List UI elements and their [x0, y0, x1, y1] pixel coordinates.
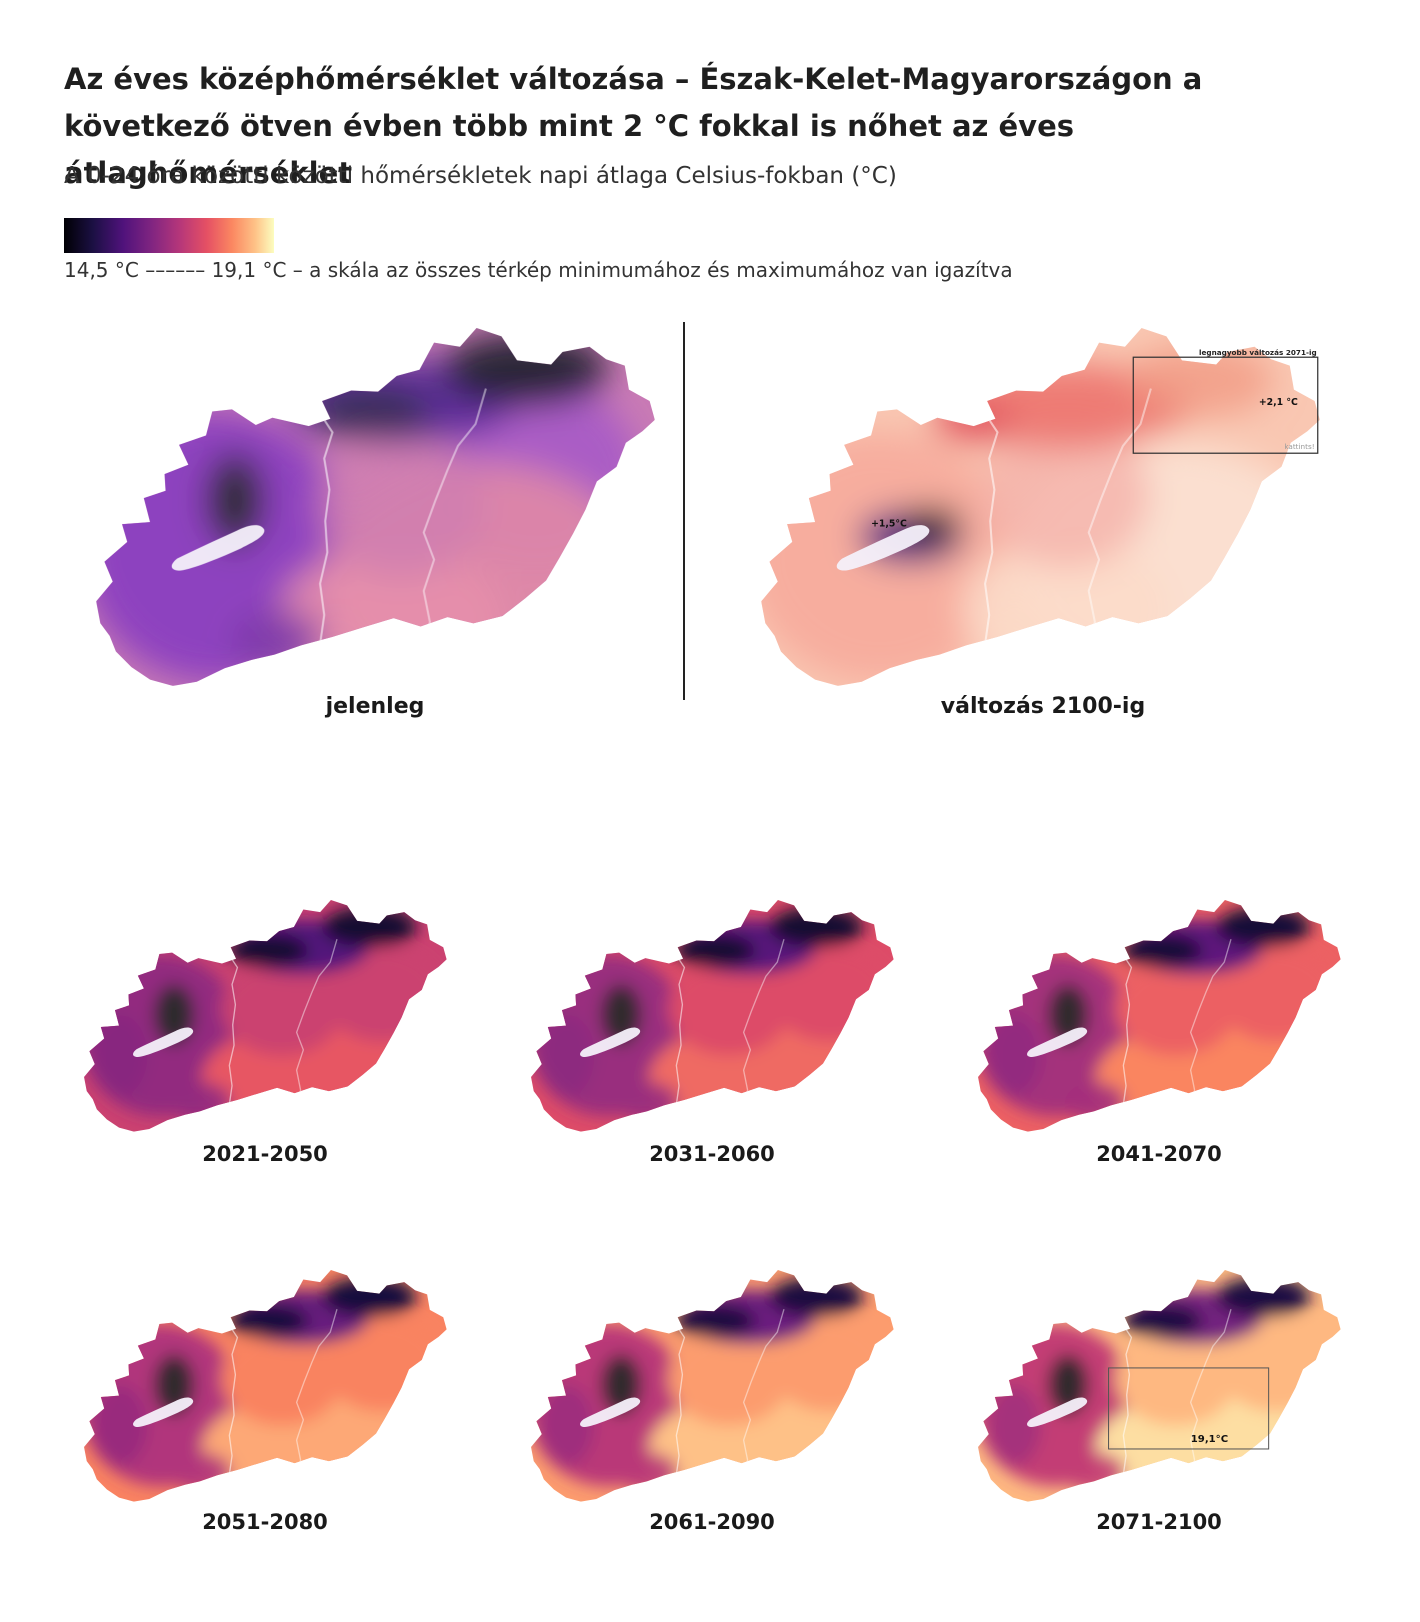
- map-period-2061-2090[interactable]: [527, 1270, 897, 1503]
- map-period-label: 2041-2070: [1096, 1142, 1222, 1166]
- max-change-title: legnagyobb változás 2071-ig: [1199, 348, 1317, 357]
- max-change-box[interactable]: legnagyobb változás 2071-ig +2,1 °C kattin…: [1132, 348, 1319, 454]
- divider-line: [683, 322, 685, 700]
- max-temp-box[interactable]: 19,1°C: [1108, 1367, 1270, 1450]
- map-current[interactable]: [90, 328, 660, 688]
- map-change-label: változás 2100-ig: [940, 694, 1146, 719]
- click-hint: kattints!: [1284, 442, 1314, 451]
- map-change[interactable]: +1,5°C legnagyobb változás 2071-ig +2,1 °C…: [755, 328, 1325, 688]
- max-temp-value: 19,1°C: [1191, 1434, 1228, 1445]
- map-period-2051-2080[interactable]: [80, 1270, 450, 1503]
- map-period-2031-2060[interactable]: [527, 900, 897, 1133]
- color-scale-bar: [64, 218, 274, 253]
- map-period-2071-2100[interactable]: 19,1°C: [974, 1270, 1344, 1503]
- map-period-label: 2061-2090: [649, 1510, 775, 1534]
- map-period-label: 2071-2100: [1096, 1510, 1222, 1534]
- map-current-label: jelenleg: [325, 694, 425, 719]
- balaton-change-annotation: +1,5°C: [871, 518, 907, 529]
- color-scale-label: 14,5 °C –––––– 19,1 °C – a skála az össz…: [64, 258, 1013, 282]
- max-change-value: +2,1 °C: [1259, 397, 1298, 408]
- map-period-2041-2070[interactable]: [974, 900, 1344, 1133]
- page-subtitle: A 0-24 óra közötti közötti hőmérsékletek…: [64, 163, 897, 189]
- map-period-label: 2051-2080: [202, 1510, 328, 1534]
- map-period-label: 2031-2060: [649, 1142, 775, 1166]
- page-title: Az éves középhőmérséklet változása – Ész…: [64, 62, 1203, 190]
- map-period-2021-2050[interactable]: [80, 900, 450, 1133]
- map-period-label: 2021-2050: [202, 1142, 328, 1166]
